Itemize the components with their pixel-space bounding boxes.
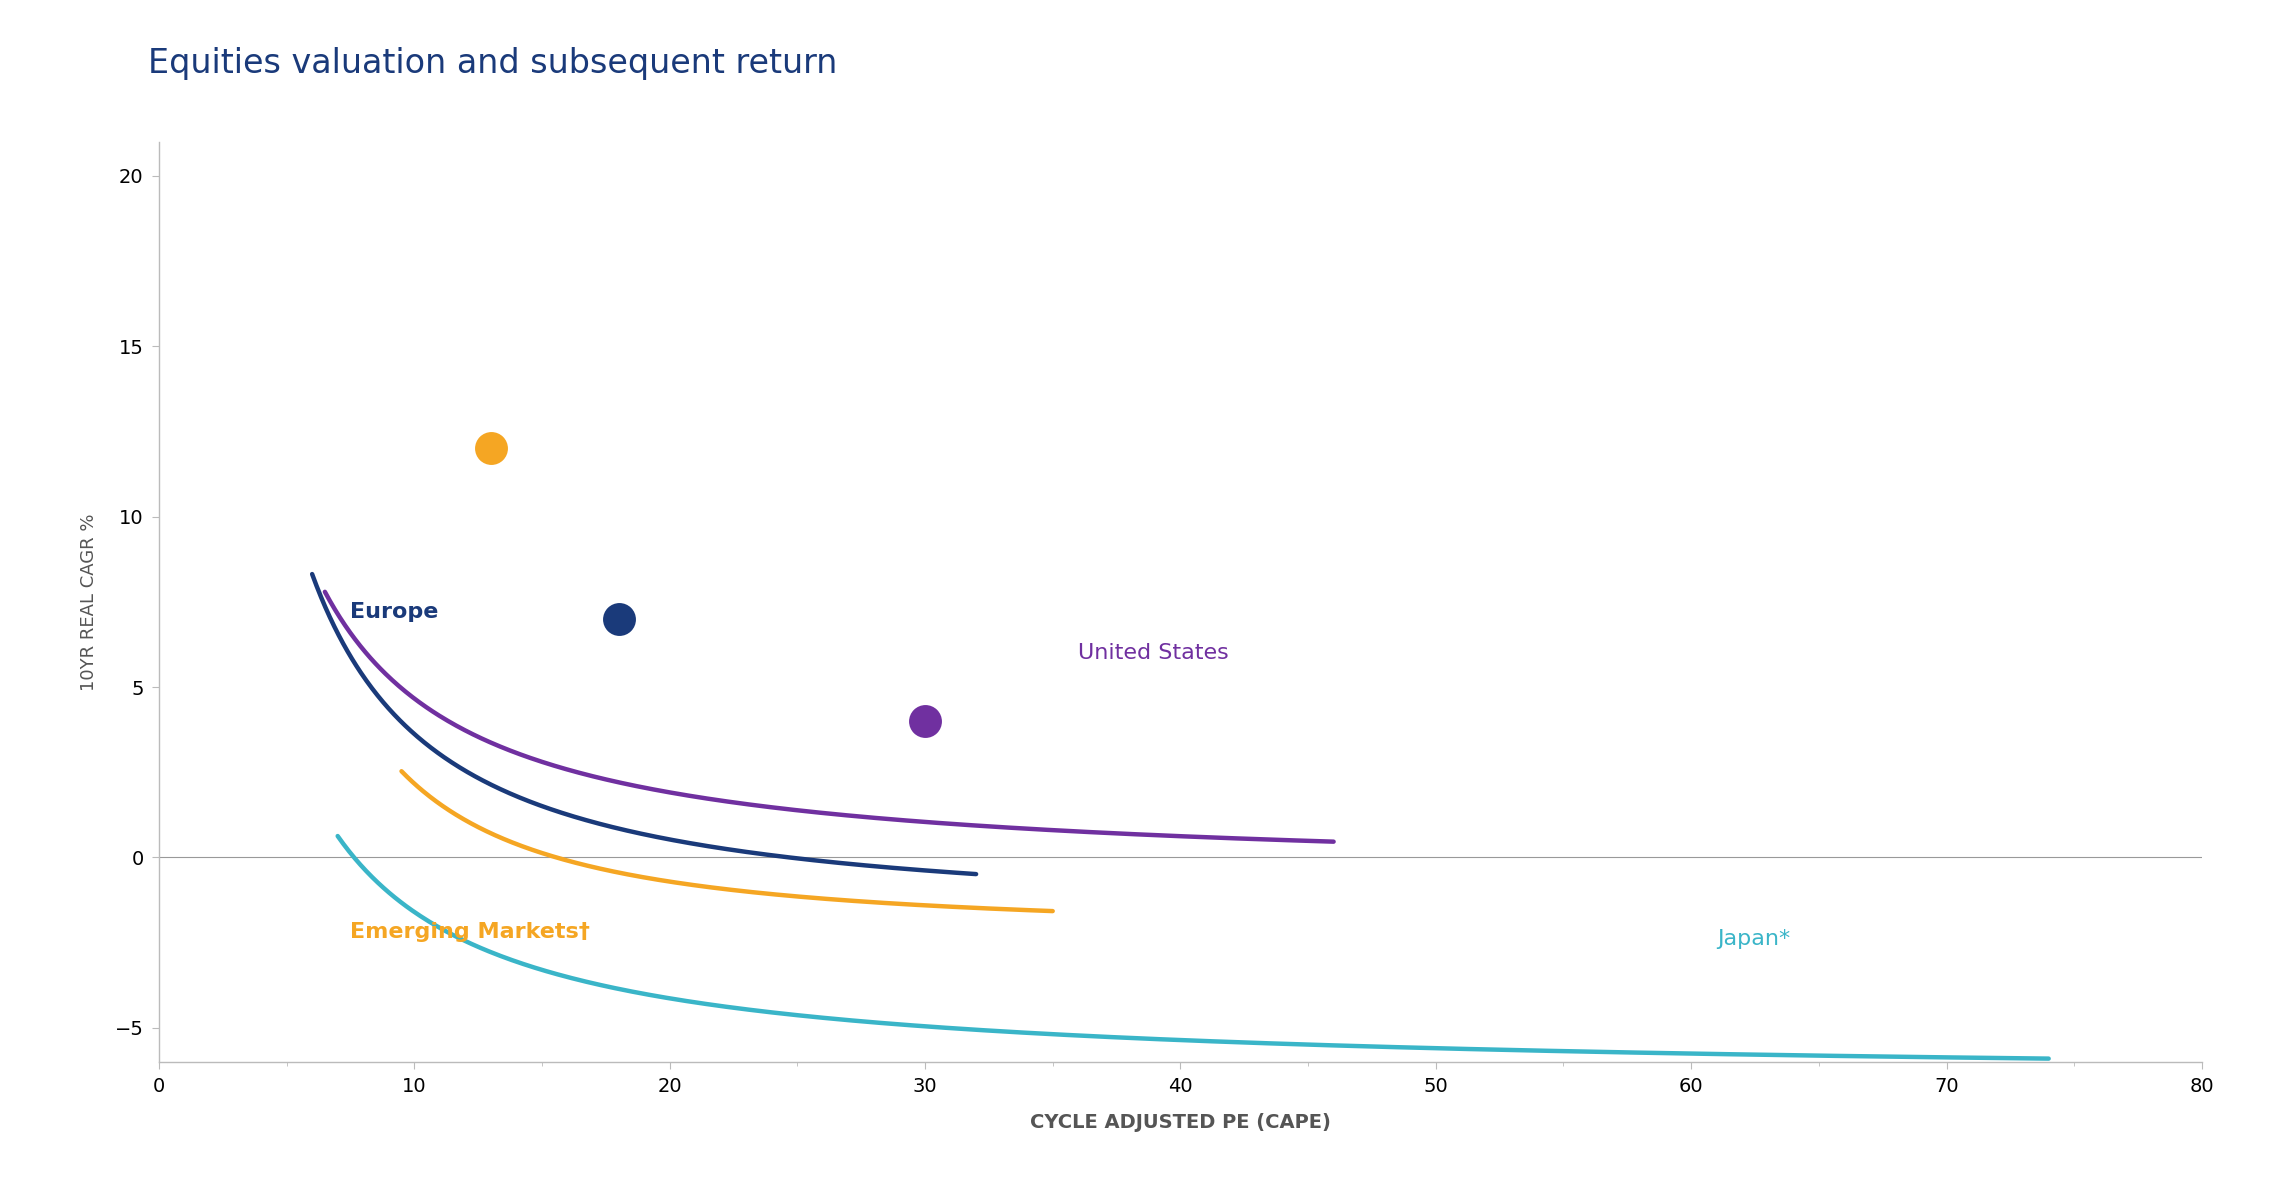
Point — [472, 439, 508, 458]
Text: Emerging Markets†: Emerging Markets† — [350, 923, 590, 943]
Point — [599, 609, 636, 628]
Text: United States: United States — [1078, 643, 1228, 663]
Y-axis label: 10YR REAL CAGR %: 10YR REAL CAGR % — [79, 513, 98, 690]
Text: Japan*: Japan* — [1716, 930, 1791, 949]
Text: Equities valuation and subsequent return: Equities valuation and subsequent return — [148, 47, 838, 80]
Text: Europe: Europe — [350, 602, 438, 622]
X-axis label: CYCLE ADJUSTED PE (CAPE): CYCLE ADJUSTED PE (CAPE) — [1031, 1113, 1330, 1132]
Point — [908, 712, 944, 730]
